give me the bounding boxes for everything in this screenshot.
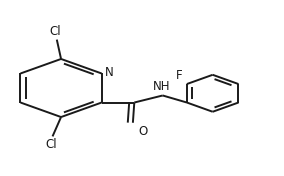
Text: O: O [138, 125, 147, 137]
Text: Cl: Cl [50, 25, 61, 38]
Text: N: N [105, 66, 114, 79]
Text: NH: NH [153, 80, 170, 93]
Text: F: F [176, 69, 182, 82]
Text: Cl: Cl [45, 138, 57, 151]
